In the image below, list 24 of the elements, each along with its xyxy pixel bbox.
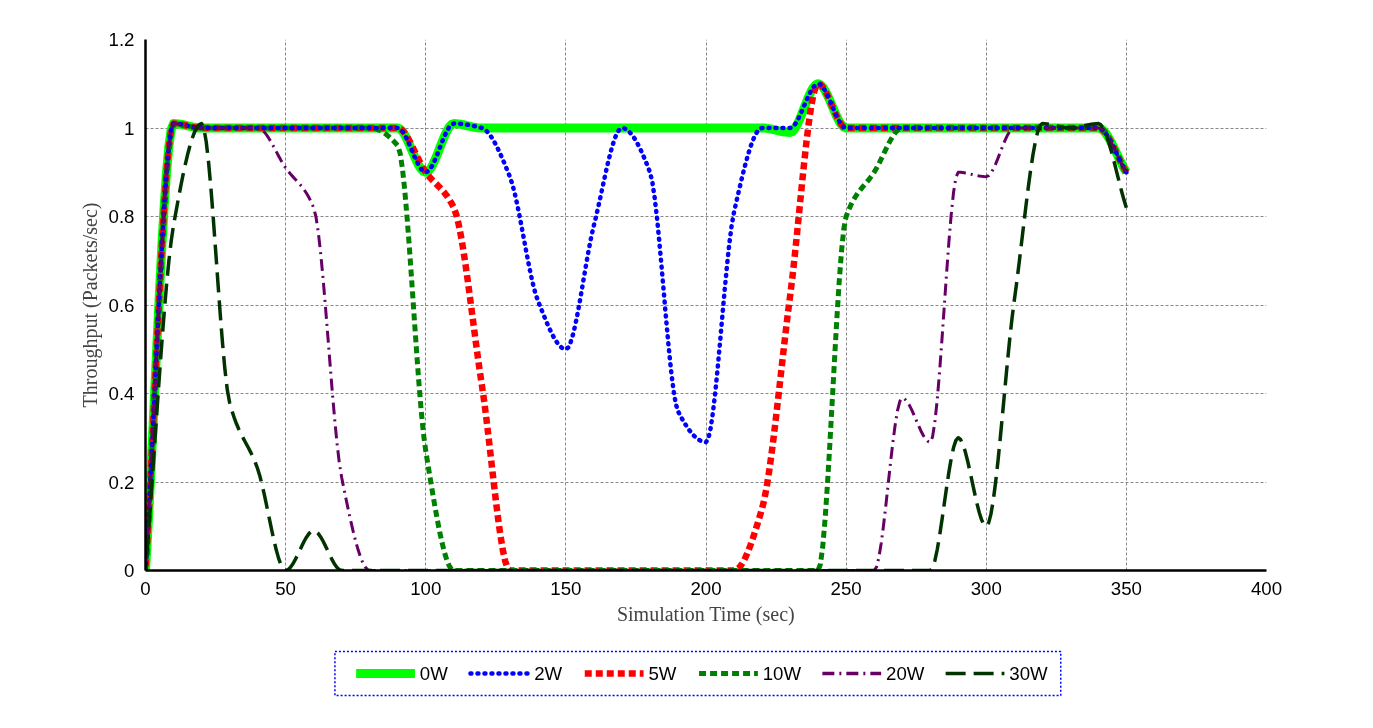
y-tick-label: 1 (124, 117, 135, 139)
y-tick-label: 1.2 (108, 29, 135, 50)
legend-label: 10W (762, 663, 802, 684)
y-tick-label: 0.6 (108, 294, 135, 316)
y-tick-label: 0.2 (108, 471, 135, 493)
x-tick-label: 150 (550, 577, 582, 599)
legend-label: 20W (886, 663, 925, 684)
y-tick-label: 0 (124, 560, 135, 581)
x-tick-label: 0 (140, 577, 151, 599)
legend-label: 30W (1009, 663, 1049, 684)
x-tick-label: 300 (970, 577, 1002, 599)
x-tick-label: 50 (275, 577, 297, 599)
x-tick-label: 250 (830, 577, 862, 599)
x-tick-label: 350 (1110, 577, 1142, 599)
y-tick-label: 0.4 (108, 383, 135, 404)
x-axis-title: Simulation Time (sec) (616, 602, 795, 626)
legend-label: 2W (534, 663, 563, 684)
y-tick-label: 0.8 (108, 206, 135, 227)
x-tick-label: 200 (690, 577, 722, 599)
y-axis-title: Throughput (Packets/sec) (78, 202, 102, 408)
x-tick-label: 400 (1250, 577, 1283, 599)
legend-label: 0W (419, 663, 449, 684)
x-tick-label: 100 (410, 577, 442, 599)
legend-label: 5W (648, 663, 677, 684)
